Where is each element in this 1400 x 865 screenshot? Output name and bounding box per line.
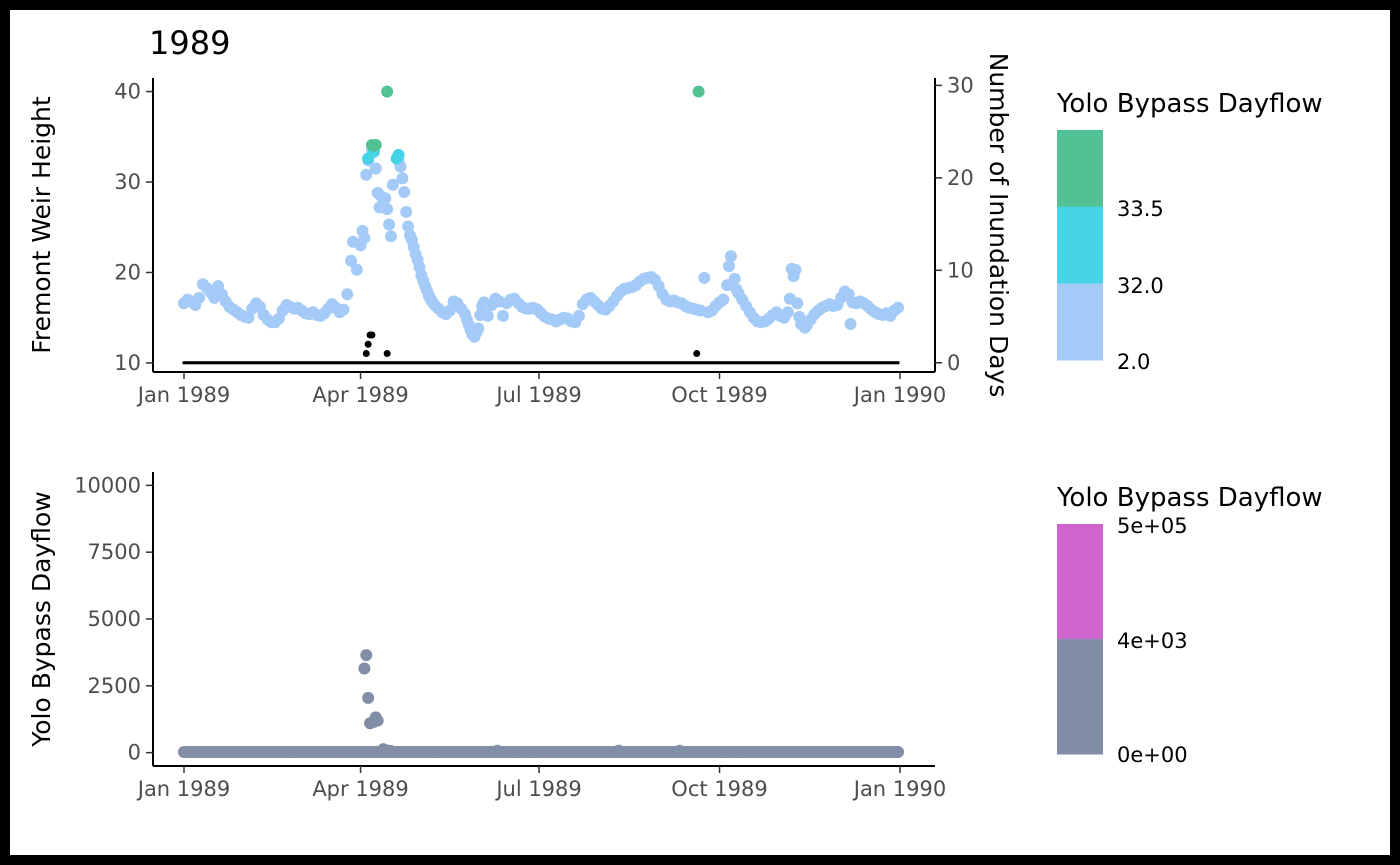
x-tick-label: Jan 1989 [136,777,231,801]
weir-height-point [400,205,413,218]
weir-height-point [369,138,382,151]
weir-height-point [337,303,350,316]
inundation-point [362,350,370,358]
x-tick-label: Jul 1989 [494,383,581,407]
weir-height-point [698,271,711,284]
legend-title: Yolo Bypass Dayflow [1056,483,1323,513]
figure-canvas: 10 20 30 40 Jan 1989 Apr 1989 Jul 1989 Oct 1989… [10,10,1390,855]
weir-height-point [398,185,411,198]
weir-height-point [379,192,392,205]
inundation-point [693,350,701,358]
y-tick-label: 30 [114,170,141,194]
weir-height-point [572,309,585,322]
dayflow-point [362,691,375,704]
y-right-tick-label: 10 [947,258,974,282]
weir-height-point [724,250,737,263]
dayflow-point [892,745,905,758]
weir-height-point [350,263,363,276]
weir-height-point [396,172,409,185]
legend-label: 4e+03 [1117,629,1188,653]
legend-color-swatch [1057,283,1103,361]
top-panel: 10 20 30 40 Jan 1989 Apr 1989 Jul 1989 Oct 1989… [27,24,1323,407]
y-tick-label: 40 [114,80,141,104]
bottom-panel: 0 2500 5000 7500 10000 Jan 1989 Apr 1989 Jul 19… [27,472,1323,801]
y-axis-right-title: Number of Inundation Days [984,53,1013,398]
y-right-tick-label: 30 [947,73,974,97]
x-tick-label: Jan 1989 [136,383,231,407]
x-tick-label: Jul 1989 [494,777,581,801]
y-tick-label: 10000 [74,473,141,497]
dayflow-point [384,745,397,758]
legend-label: 0e+00 [1117,743,1188,767]
dayflow-point [358,662,371,675]
weir-height-point [242,311,255,324]
inundation-point [368,331,376,339]
weir-height-point [358,232,371,245]
weir-height-point [789,263,802,276]
weir-height-point [381,85,394,98]
weir-height-point [472,322,485,335]
dayflow-point [491,744,504,757]
legend-color-swatch [1057,639,1103,755]
y-axis-title: Yolo Bypass Dayflow [27,491,56,747]
weir-height-point [728,272,741,285]
y-right-tick-label: 20 [947,166,974,190]
weir-height-point [781,306,794,319]
weir-height-point [360,168,373,181]
chart-svg: 10 20 30 40 Jan 1989 Apr 1989 Jul 1989 Oct 1989… [27,24,1323,801]
y-axis-title: Fremont Weir Height [27,96,56,354]
weir-height-point [717,293,730,306]
dayflow-point [673,744,686,757]
weir-height-point [392,148,405,161]
weir-height-point [481,309,494,322]
weir-height-point [369,162,382,175]
legend-title: Yolo Bypass Dayflow [1056,89,1323,119]
weir-height-point [381,203,394,216]
weir-height-point [386,178,399,191]
weir-height-point [692,85,705,98]
legend-label: 2.0 [1117,350,1150,374]
x-tick-label: Apr 1989 [312,777,408,801]
dayflow-point [360,649,373,662]
weir-height-point [723,260,736,273]
y-tick-label: 7500 [88,540,141,564]
inundation-point [383,350,391,358]
y-tick-label: 5000 [88,607,141,631]
x-tick-label: Oct 1989 [671,383,767,407]
weir-height-point [892,301,905,314]
dayflow-point [371,714,384,727]
x-tick-label: Apr 1989 [312,383,408,407]
y-tick-label: 20 [114,260,141,284]
weir-height-point [193,291,206,304]
legend-label: 32.0 [1117,274,1164,298]
inundation-point [896,361,900,365]
legend-label: 5e+05 [1117,514,1188,538]
weir-height-point [341,288,354,301]
weir-height-point [345,254,358,267]
weir-height-point [443,304,456,317]
chart-title: 1989 [149,24,230,62]
y-right-tick-label: 0 [947,351,960,375]
inundation-point [364,340,372,348]
weir-height-point [497,309,510,322]
legend-color-swatch [1057,130,1103,208]
y-tick-label: 2500 [88,674,141,698]
weir-height-point [791,297,804,310]
x-tick-label: Jan 1990 [852,777,947,801]
weir-height-point [383,218,396,231]
legend-color-swatch [1057,206,1103,284]
dayflow-point [612,744,625,757]
y-tick-label: 0 [128,741,141,765]
x-tick-label: Oct 1989 [671,777,767,801]
weir-height-point [384,230,397,243]
legend-label: 33.5 [1117,197,1164,221]
weir-height-point [402,220,415,233]
y-tick-label: 10 [114,351,141,375]
legend-color-swatch [1057,524,1103,640]
weir-height-point [844,318,857,331]
x-tick-label: Jan 1990 [852,383,947,407]
